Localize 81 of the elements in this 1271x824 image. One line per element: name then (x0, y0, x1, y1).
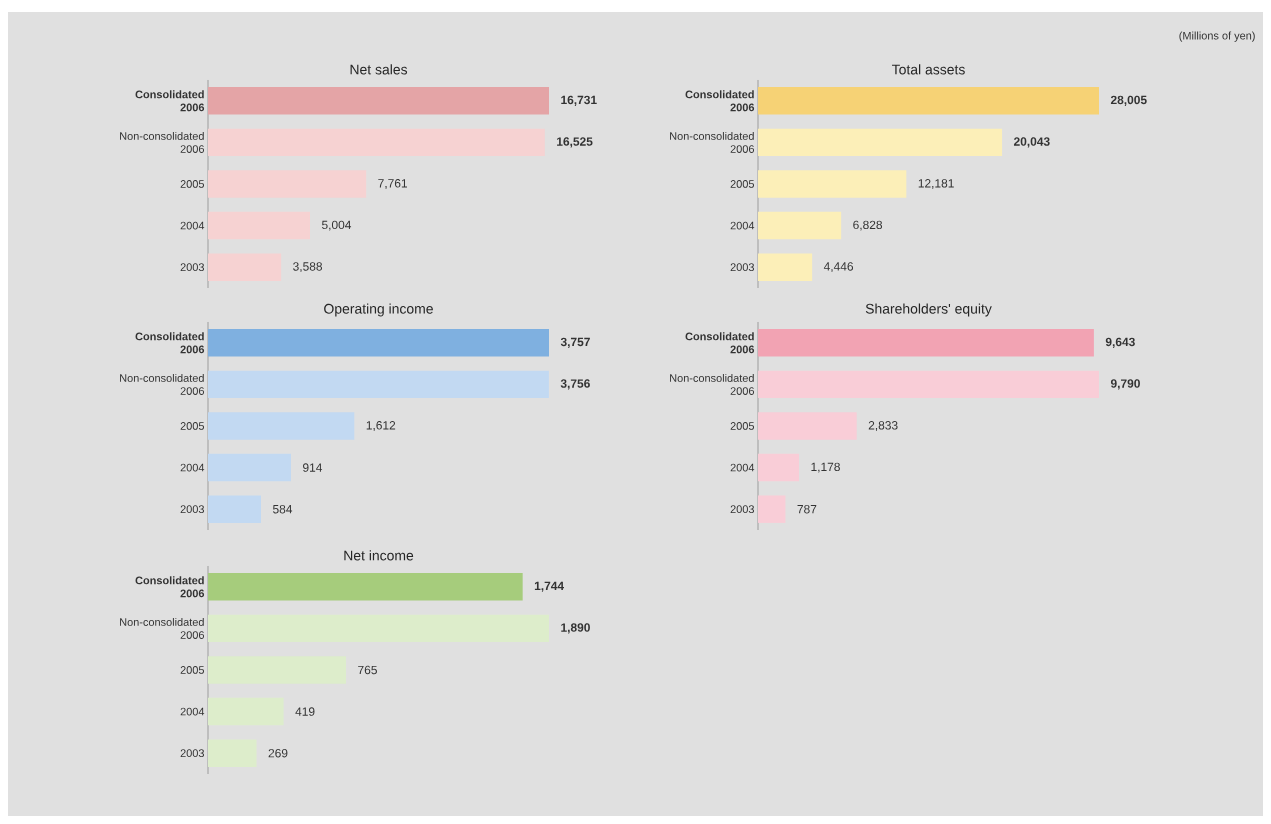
data-label: 1,178 (811, 462, 840, 473)
bar (758, 329, 1094, 357)
y-tick-label: 2004 (730, 221, 755, 230)
bar (208, 253, 282, 281)
bar (208, 128, 545, 157)
bar (208, 211, 310, 240)
y-tick-label: 2005 (180, 666, 205, 674)
bar (758, 253, 813, 281)
data-label: 16,525 (557, 137, 593, 148)
data-label: 914 (303, 463, 323, 472)
data-label: 1,890 (561, 623, 590, 634)
bar (758, 87, 1100, 115)
bar (758, 453, 800, 482)
bar (758, 412, 857, 440)
y-tick-label: 2004 (180, 707, 205, 716)
bar (758, 495, 786, 523)
bar (758, 370, 1100, 399)
y-tick-label: 2003 (180, 749, 204, 758)
y-tick-label: Consolidated 2006 (135, 90, 205, 112)
y-tick-label: Non-consolidated 2006 (120, 131, 204, 153)
bar (208, 573, 523, 601)
y-tick-label: 2004 (180, 221, 205, 230)
chart-title: Operating income (324, 303, 433, 317)
y-tick-label: 2005 (730, 422, 755, 430)
data-label: 12,181 (918, 179, 954, 189)
bar (208, 370, 549, 399)
data-label: 4,446 (823, 262, 854, 273)
y-tick-label: Non-consolidated 2006 (120, 373, 204, 395)
bar (208, 170, 367, 198)
data-label: 9,790 (1110, 379, 1140, 390)
chart-title: Net income (344, 550, 414, 561)
bar (208, 495, 262, 523)
data-label: 419 (295, 707, 315, 716)
y-tick-label: Non-consolidated 2006 (670, 131, 754, 153)
bar (758, 170, 907, 198)
bar (208, 87, 550, 115)
data-label: 584 (272, 504, 293, 514)
bar (208, 453, 291, 482)
y-tick-label: 2003 (180, 263, 204, 272)
bar (758, 128, 1003, 157)
bar (208, 614, 550, 643)
y-tick-label: 2004 (730, 463, 755, 472)
y-tick-label: 2004 (180, 463, 205, 472)
y-tick-label: Consolidated 2006 (685, 332, 755, 354)
data-label: 28,005 (1110, 95, 1147, 106)
bar (208, 697, 284, 726)
bar (208, 656, 347, 684)
text: (Millions of yen) (1179, 31, 1255, 42)
chart-title: Net sales (350, 64, 408, 75)
y-tick-label: 2005 (730, 180, 755, 188)
data-label: 9,643 (1105, 337, 1135, 348)
data-label: 20,043 (1013, 137, 1050, 148)
data-label: 5,004 (321, 220, 352, 231)
data-label: 2,833 (868, 421, 898, 431)
chart-title: Total assets (892, 64, 965, 75)
data-label: 765 (358, 665, 377, 675)
y-tick-label: 2005 (180, 422, 205, 430)
bar (208, 739, 257, 767)
data-label: 3,757 (560, 337, 590, 348)
y-tick-label: 2003 (180, 505, 204, 514)
y-tick-label: 2003 (730, 263, 754, 272)
data-label: 7,761 (378, 179, 408, 189)
y-tick-label: 2003 (730, 505, 754, 514)
data-label: 3,588 (293, 262, 323, 273)
y-tick-label: Non-consolidated 2006 (670, 373, 754, 395)
y-tick-label: Non-consolidated 2006 (120, 617, 204, 639)
data-label: 16,731 (561, 95, 597, 106)
data-label: 6,828 (853, 220, 883, 231)
bar (208, 329, 550, 357)
y-tick-label: Consolidated 2006 (685, 90, 755, 112)
data-label: 1,744 (534, 581, 564, 592)
chart-title: Shareholders' equity (865, 303, 992, 317)
data-label: 787 (797, 504, 817, 514)
data-label: 269 (268, 748, 288, 758)
y-tick-label: Consolidated 2006 (135, 576, 205, 598)
y-tick-label: Consolidated 2006 (135, 332, 205, 354)
bar (208, 412, 355, 440)
data-label: 3,756 (560, 379, 590, 390)
data-label: 1,612 (366, 421, 396, 431)
y-tick-label: 2005 (180, 180, 205, 188)
bar (758, 211, 842, 240)
